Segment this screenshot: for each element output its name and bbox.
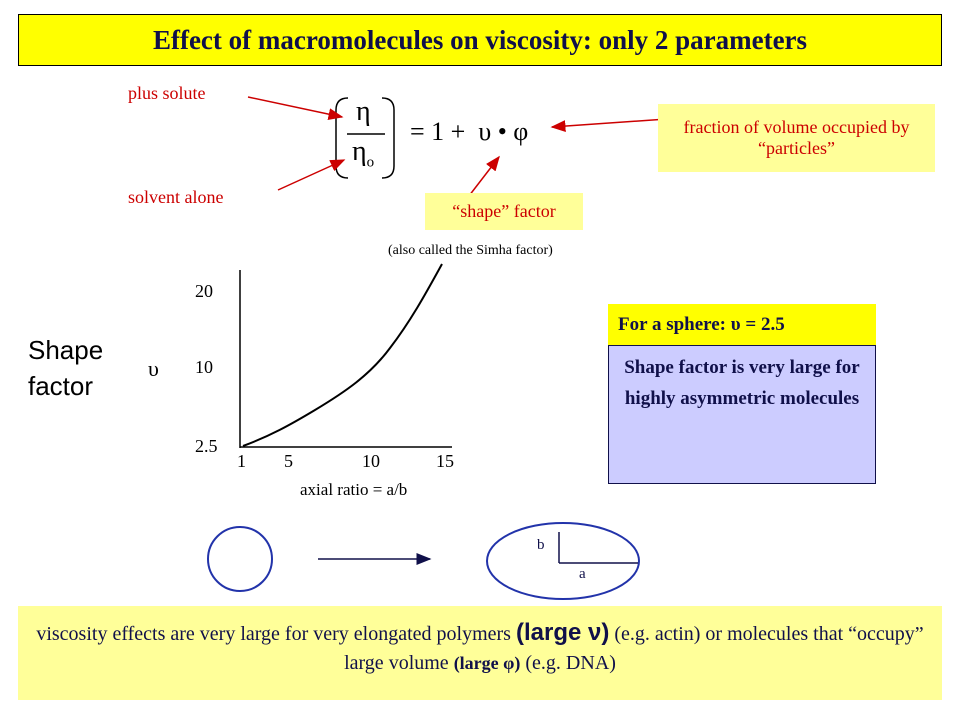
eta: η — [352, 136, 367, 167]
sphere-heading: For a sphere: υ = 2.5 — [608, 304, 876, 345]
x-title: axial ratio = a/b — [300, 480, 408, 499]
subscript: o — [366, 154, 375, 171]
b-label: b — [537, 537, 545, 553]
arrow — [277, 159, 346, 191]
footer-emphasis: (large φ) — [453, 653, 521, 673]
x-tick-label: 5 — [284, 451, 293, 471]
shape-note: “shape” factor — [425, 193, 583, 230]
y-tick-label: 10 — [195, 357, 213, 377]
a-label: a — [579, 566, 586, 582]
eta-o: ηo — [352, 136, 374, 172]
annotation: plus solute — [128, 83, 206, 103]
ellipsoid — [486, 522, 640, 600]
footer-text: (e.g. actin) or molecules that “occupy” … — [344, 623, 924, 674]
footer-text: (e.g. DNA) — [520, 652, 616, 674]
y-tick-label: 2.5 — [195, 436, 218, 456]
volume-note: fraction of volume occupied by “particle… — [658, 104, 935, 172]
simha-note: (also called the Simha factor) — [388, 243, 553, 258]
left-bracket — [335, 97, 349, 179]
sphere-body: Shape factor is very large for highly as… — [608, 345, 876, 484]
equation-rhs: = 1 + υ • φ — [410, 117, 529, 146]
x-tick-label: 10 — [362, 451, 380, 471]
eta: η — [356, 96, 371, 127]
right-bracket — [381, 97, 395, 179]
y-title: Shape factor — [28, 335, 104, 401]
shape-factor-curve — [242, 263, 443, 447]
title: Effect of macromolecules on viscosity: o… — [18, 14, 942, 66]
footer-text: viscosity effects are very large for ver… — [36, 623, 516, 645]
annotation: solvent alone — [128, 187, 224, 207]
sphere — [207, 526, 273, 592]
footer: viscosity effects are very large for ver… — [18, 606, 942, 700]
footer-emphasis: (large ν) — [515, 619, 610, 646]
x-tick-label: 1 — [237, 451, 246, 471]
x-tick-label: 15 — [436, 451, 454, 471]
y-symbol: υ — [148, 356, 159, 381]
y-tick-label: 20 — [195, 281, 213, 301]
arrow — [247, 96, 344, 121]
